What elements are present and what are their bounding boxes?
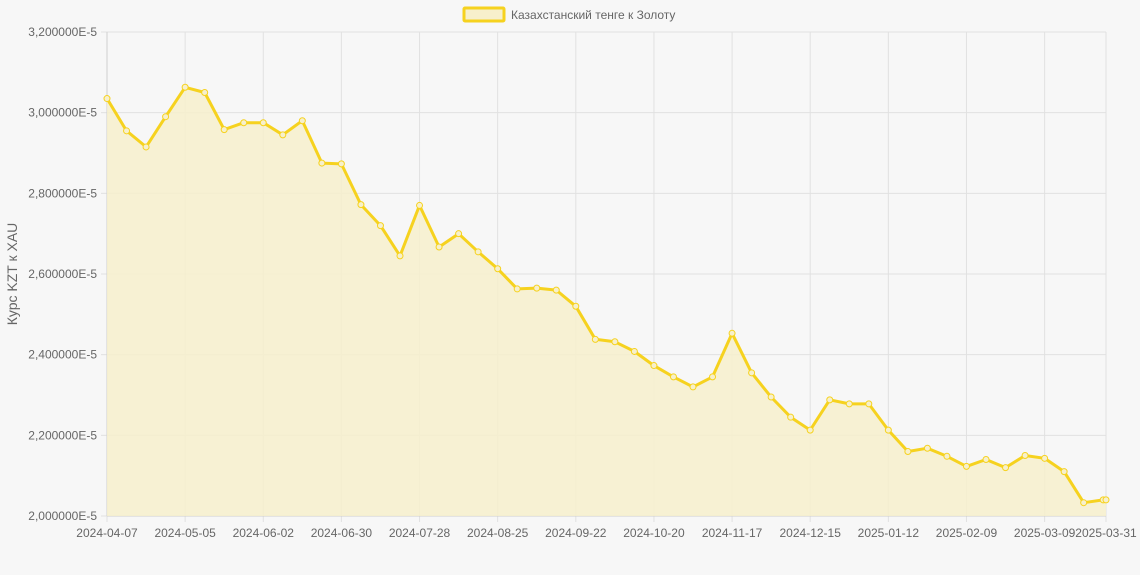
data-point bbox=[494, 265, 502, 273]
data-points bbox=[103, 83, 1110, 507]
x-tick-label: 2025-02-09 bbox=[936, 526, 998, 540]
x-tick-label: 2024-06-02 bbox=[233, 526, 295, 540]
data-point bbox=[376, 222, 384, 230]
data-point bbox=[455, 230, 463, 238]
data-point bbox=[845, 400, 853, 408]
data-point bbox=[572, 302, 580, 310]
data-point bbox=[162, 113, 170, 121]
data-point bbox=[1080, 499, 1088, 507]
data-point bbox=[767, 393, 775, 401]
x-tick-label: 2025-01-12 bbox=[858, 526, 920, 540]
data-point bbox=[259, 119, 267, 127]
legend-label[interactable]: Казахстанский тенге к Золоту bbox=[511, 8, 675, 22]
data-point bbox=[181, 83, 189, 91]
data-point bbox=[982, 456, 990, 464]
x-tick-label: 2024-11-17 bbox=[702, 526, 763, 540]
x-tick-label: 2024-08-25 bbox=[467, 526, 529, 540]
data-point bbox=[396, 252, 404, 260]
data-point bbox=[826, 396, 834, 404]
data-point bbox=[669, 373, 677, 381]
data-point bbox=[435, 243, 443, 251]
x-tick-label: 2025-03-09 bbox=[1014, 526, 1076, 540]
x-tick-label: 2025-03-31 bbox=[1075, 526, 1137, 540]
data-point bbox=[591, 335, 599, 343]
y-tick-label: 2,200000E-5 bbox=[28, 428, 97, 442]
x-tick-label: 2024-10-20 bbox=[623, 526, 685, 540]
data-point bbox=[337, 160, 345, 168]
data-point bbox=[416, 201, 424, 209]
data-point bbox=[279, 131, 287, 139]
data-point bbox=[474, 248, 482, 256]
data-point bbox=[240, 119, 248, 127]
data-point bbox=[806, 426, 814, 434]
data-point bbox=[611, 338, 619, 346]
y-tick-label: 2,400000E-5 bbox=[28, 348, 97, 362]
data-point bbox=[298, 117, 306, 125]
y-tick-label: 2,800000E-5 bbox=[28, 186, 97, 200]
data-point bbox=[884, 426, 892, 434]
data-point bbox=[728, 329, 736, 337]
legend[interactable]: Казахстанский тенге к Золоту bbox=[462, 6, 675, 23]
data-point bbox=[904, 447, 912, 455]
area-layer bbox=[105, 85, 1106, 517]
data-point bbox=[318, 159, 326, 167]
data-point bbox=[1102, 496, 1110, 504]
data-point bbox=[962, 462, 970, 470]
y-tick-label: 2,600000E-5 bbox=[28, 267, 97, 281]
data-point bbox=[1021, 452, 1029, 459]
legend-swatch[interactable] bbox=[462, 6, 506, 23]
data-point bbox=[865, 400, 873, 408]
x-tick-label: 2024-12-15 bbox=[780, 526, 842, 540]
data-point bbox=[103, 95, 111, 103]
data-point bbox=[709, 373, 717, 381]
data-point bbox=[630, 347, 638, 355]
data-point bbox=[650, 362, 658, 370]
y-tick-label: 3,200000E-5 bbox=[28, 25, 97, 39]
data-point bbox=[943, 452, 951, 460]
data-point bbox=[142, 143, 150, 151]
data-point bbox=[533, 284, 541, 292]
x-axis-ticks: 2024-04-07 2024-05-05 2024-06-02 2024-06-30… bbox=[76, 526, 1137, 540]
y-tick-label: 3,000000E-5 bbox=[28, 106, 97, 120]
x-tick-label: 2024-05-05 bbox=[154, 526, 216, 540]
data-point bbox=[1060, 468, 1068, 476]
y-axis-ticks: 2,000000E-5 2,200000E-5 2,400000E-5 2,60000… bbox=[28, 25, 97, 523]
data-point bbox=[513, 285, 521, 293]
data-point bbox=[123, 127, 131, 135]
series-area bbox=[107, 87, 1106, 517]
data-point bbox=[552, 286, 560, 294]
data-point bbox=[689, 383, 697, 391]
data-point bbox=[1041, 454, 1049, 462]
data-point bbox=[357, 201, 365, 209]
x-tick-label: 2024-06-30 bbox=[311, 526, 373, 540]
data-point bbox=[1002, 464, 1010, 472]
x-tick-label: 2024-09-22 bbox=[545, 526, 607, 540]
data-point bbox=[748, 369, 756, 377]
y-tick-label: 2,000000E-5 bbox=[28, 509, 97, 523]
data-point bbox=[220, 126, 228, 134]
x-tick-label: 2024-04-07 bbox=[76, 526, 138, 540]
x-tick-label: 2024-07-28 bbox=[389, 526, 451, 540]
data-point bbox=[787, 413, 795, 421]
data-point bbox=[201, 89, 209, 96]
data-point bbox=[923, 444, 931, 452]
y-axis-label: Курс KZT к XAU bbox=[4, 223, 20, 326]
